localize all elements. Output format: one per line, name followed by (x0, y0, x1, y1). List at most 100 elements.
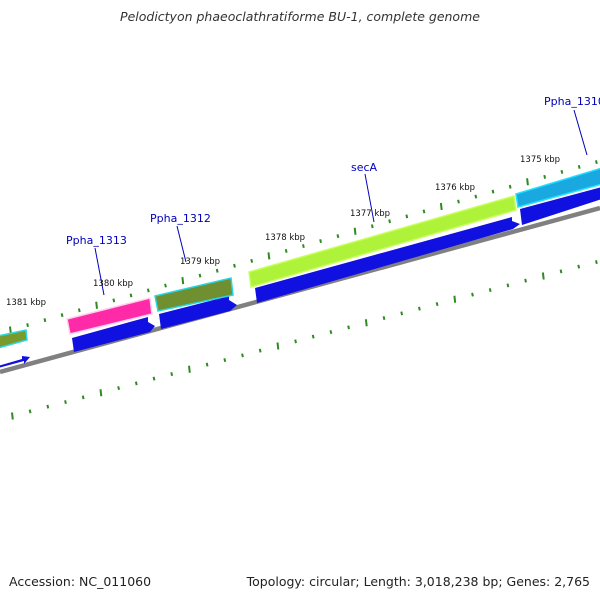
tick-mark (526, 178, 529, 186)
tick-mark (353, 227, 357, 235)
tick-mark (60, 313, 64, 318)
tick-mark (223, 358, 227, 363)
leader-line-ppha-1312 (176, 225, 187, 263)
leader-line-ppha-1310 (573, 109, 588, 156)
outer-tick-ring (9, 160, 598, 334)
tick-mark (400, 311, 404, 316)
tick-mark (170, 372, 174, 377)
tick-mark (28, 409, 32, 414)
tick-mark (152, 376, 156, 381)
tick-mark (43, 318, 47, 323)
tick-mark (134, 381, 138, 386)
scale-label-1380: 1380 kbp (93, 279, 133, 289)
tick-mark (117, 386, 120, 391)
scale-labels: 1381 kbp 1380 kbp 1379 kbp 1378 kbp 1377… (6, 155, 560, 308)
tick-mark (284, 248, 288, 253)
tick-mark (405, 214, 409, 219)
tick-mark (129, 293, 133, 298)
tick-mark (233, 263, 236, 268)
reverse-gene-arrow[interactable] (0, 356, 30, 368)
scale-label-1376: 1376 kbp (435, 183, 475, 193)
tick-mark (181, 276, 185, 285)
tick-mark (112, 298, 116, 303)
reverse-strand-track (0, 187, 600, 368)
tick-mark (457, 199, 460, 204)
gene-label-ppha-1312[interactable]: Ppha_1312 (150, 212, 211, 225)
gene-label-ppha-1313[interactable]: Ppha_1313 (66, 234, 127, 247)
tick-mark (418, 306, 421, 311)
tick-mark (595, 160, 598, 165)
forward-gene-bar[interactable] (515, 167, 600, 208)
tick-mark (9, 326, 12, 334)
forward-gene-bar[interactable] (66, 297, 153, 335)
tick-mark (250, 258, 254, 263)
tick-mark (81, 395, 85, 400)
tick-mark (319, 239, 322, 244)
tick-mark (543, 174, 547, 179)
tick-mark (382, 316, 386, 321)
tick-mark (577, 164, 581, 169)
scale-label-1375: 1375 kbp (520, 155, 560, 165)
tick-mark (336, 234, 340, 239)
gene-labels: Ppha_1313 Ppha_1312 secA Ppha_1310 (66, 95, 600, 247)
tick-mark (198, 273, 202, 278)
tick-mark (422, 209, 426, 214)
tick-mark (267, 252, 271, 260)
forward-gene-bar[interactable] (154, 277, 234, 312)
tick-mark (294, 339, 297, 344)
tick-mark (329, 330, 333, 335)
tick-mark (524, 278, 527, 283)
gene-callouts (94, 109, 588, 296)
tick-mark (488, 288, 492, 293)
tick-mark (347, 325, 350, 330)
tick-mark (215, 268, 219, 273)
reverse-gene-arrow[interactable] (255, 217, 520, 303)
tick-mark (491, 189, 495, 194)
tick-mark (241, 353, 244, 358)
accession-text: Accession: NC_011060 (9, 574, 152, 589)
forward-gene-bar[interactable] (0, 329, 28, 349)
scale-label-1377: 1377 kbp (350, 209, 390, 219)
tick-mark (26, 323, 29, 328)
tick-mark (595, 260, 598, 265)
tick-mark (388, 219, 391, 224)
reverse-gene-arrow[interactable] (159, 296, 237, 329)
tick-mark (439, 202, 443, 211)
tick-mark (541, 272, 545, 280)
gene-label-ppha-1310[interactable]: Ppha_1310 (544, 95, 600, 108)
tick-mark (471, 292, 474, 297)
tick-mark (188, 365, 191, 373)
leader-line-seca (364, 173, 375, 223)
genome-summary-text: Topology: circular; Length: 3,018,238 bp… (246, 574, 590, 589)
tick-mark (164, 283, 167, 288)
tick-mark (474, 194, 478, 199)
tick-mark (95, 301, 98, 309)
forward-strand-track (0, 167, 600, 349)
tick-mark (559, 269, 563, 274)
inner-tick-ring (11, 260, 598, 420)
map-title: Pelodictyon phaeoclathratiforme BU-1, co… (120, 9, 480, 24)
tick-mark (258, 348, 262, 353)
tick-mark (205, 362, 209, 367)
tick-mark (453, 295, 457, 303)
tick-mark (11, 412, 14, 420)
tick-mark (560, 169, 564, 174)
forward-gene-bar[interactable] (248, 195, 517, 288)
reverse-gene-arrow[interactable] (520, 187, 600, 225)
scale-label-1378: 1378 kbp (265, 233, 305, 243)
tick-mark (302, 244, 305, 249)
gene-label-seca[interactable]: secA (351, 161, 378, 174)
tick-mark (311, 334, 315, 339)
tick-mark (276, 342, 280, 350)
leader-line-ppha-1313 (94, 247, 105, 296)
tick-mark (506, 283, 510, 288)
scale-label-1381: 1381 kbp (6, 298, 46, 308)
tick-mark (146, 288, 150, 293)
tick-mark (364, 319, 368, 327)
tick-mark (77, 308, 81, 313)
tick-mark (64, 400, 67, 405)
reverse-gene-arrow[interactable] (72, 317, 155, 352)
tick-mark (99, 389, 103, 397)
